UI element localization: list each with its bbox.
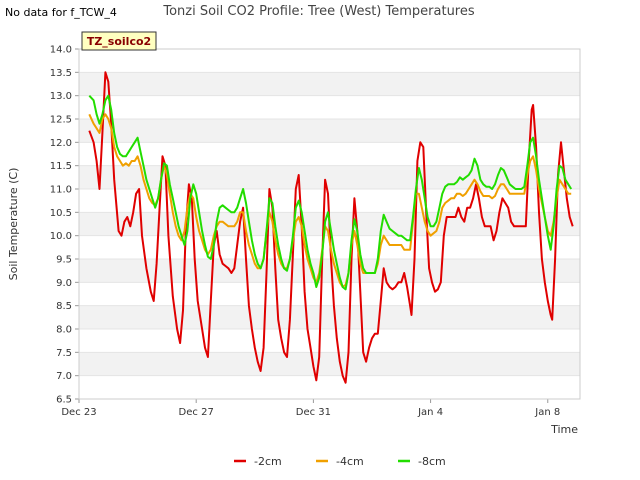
y-tick-label: 10.5 [50, 208, 72, 219]
station-tag-box [81, 31, 157, 51]
grid-band [79, 119, 580, 143]
chart-title: Tonzi Soil CO2 Profile: Tree (West) Temp… [162, 4, 475, 19]
series-line-minus-2cm [88, 71, 574, 384]
y-tick-label: 6.5 [56, 395, 72, 406]
x-tick-label: Dec 27 [179, 407, 214, 418]
series-line-minus-8cm [88, 94, 573, 291]
x-axis-label: Time [550, 423, 578, 436]
no-data-note: No data for f_TCW_4 [5, 6, 117, 19]
y-tick-label: 7.0 [56, 371, 72, 382]
y-tick-label: 9.0 [56, 278, 72, 289]
y-tick-label: 9.5 [56, 255, 72, 266]
y-tick-label: 12.0 [50, 138, 72, 149]
grid-band [79, 305, 580, 329]
y-tick-label: 11.0 [50, 185, 72, 196]
x-tick-label: Jan 8 [534, 407, 560, 418]
y-tick-label: 12.5 [50, 115, 72, 126]
y-tick-label: 13.0 [50, 91, 72, 102]
y-tick-label: 14.0 [50, 45, 72, 56]
series-lines [88, 71, 574, 384]
y-tick-label: 7.5 [56, 348, 72, 359]
legend-label: -4cm [336, 455, 364, 468]
plot-frame [78, 48, 581, 400]
grid-band [79, 259, 580, 283]
series-line-minus-4cm [88, 113, 572, 288]
y-tick-label: 11.5 [50, 161, 72, 172]
y-tick-label: 13.5 [50, 68, 72, 79]
legend-label: -2cm [254, 455, 282, 468]
grid-band [79, 352, 580, 376]
y-tick-label: 10.0 [50, 231, 72, 242]
station-tag: TZ_soilco2 [81, 31, 157, 51]
grid-band [79, 72, 580, 96]
legend: -2cm -4cm -8cm [234, 455, 446, 468]
x-tick-label: Dec 31 [296, 407, 331, 418]
legend-label: -8cm [418, 455, 446, 468]
grid-bands [79, 48, 580, 400]
y-tick-label: 8.0 [56, 325, 72, 336]
y-axis-ticks: 6.5 7.0 7.5 8.0 8.5 9.0 9.5 10.0 10.5 11.0 11.5 12.… [50, 45, 79, 406]
x-axis-ticks: Dec 23 Dec 27 Dec 31 Jan 4 Jan 8 [61, 399, 560, 418]
station-tag-label: TZ_soilco2 [87, 35, 151, 48]
y-axis-label: Soil Temperature (C) [7, 168, 20, 281]
y-tick-label: 8.5 [56, 301, 72, 312]
x-tick-label: Dec 23 [61, 407, 96, 418]
x-tick-label: Jan 4 [417, 407, 443, 418]
